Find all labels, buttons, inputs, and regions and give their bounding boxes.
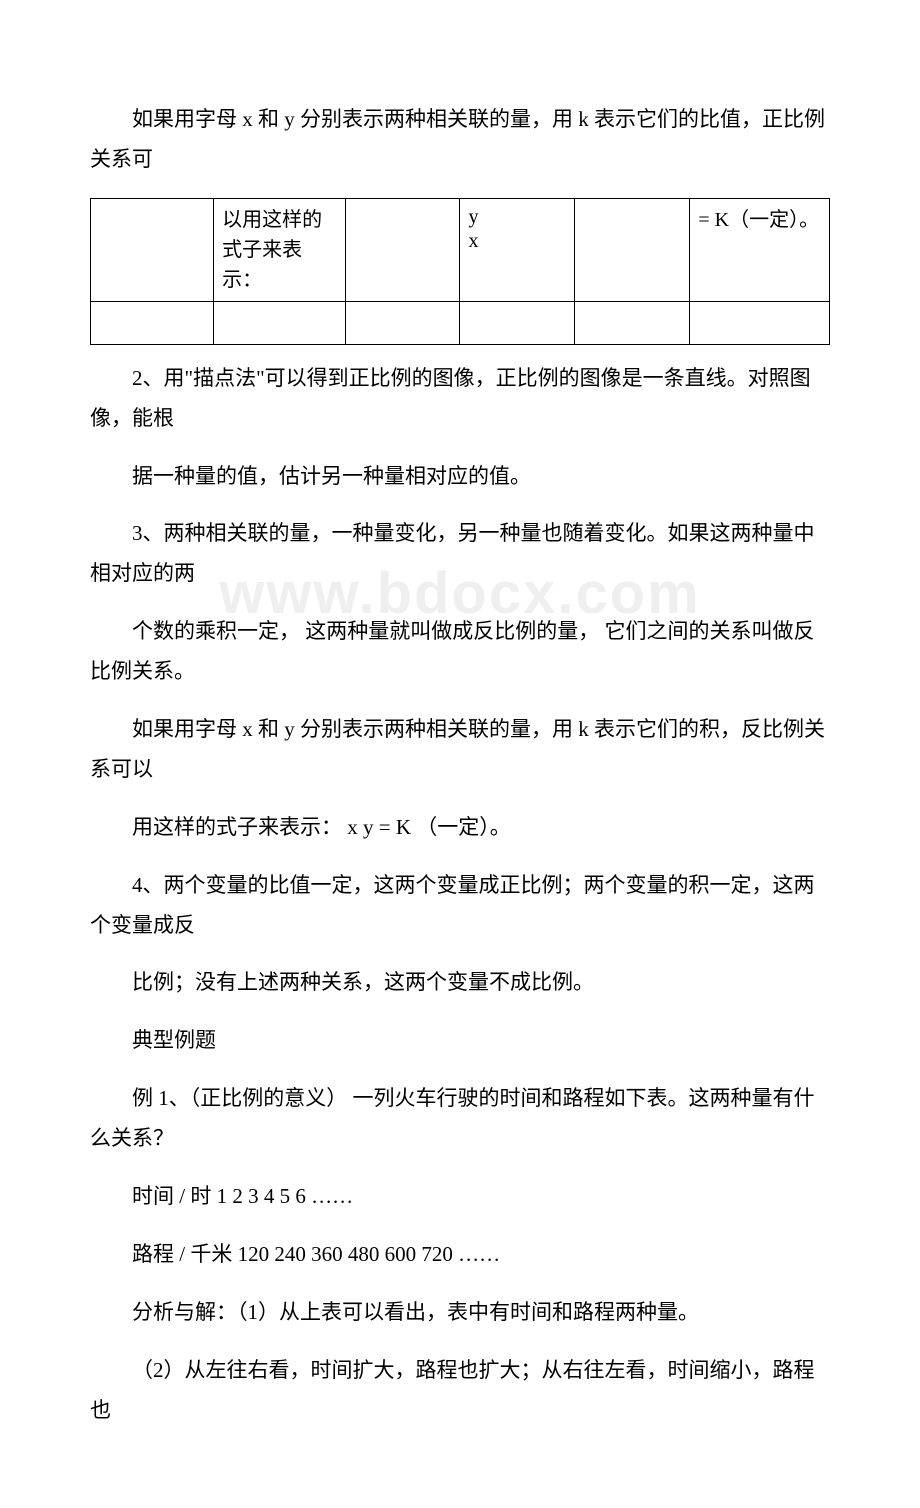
table-cell (575, 198, 690, 301)
paragraph: 据一种量的值，估计另一种量相对应的值。 (90, 457, 830, 497)
paragraph: 3、两种相关联的量，一种量变化，另一种量也随着变化。如果这两种量中相对应的两 (90, 514, 830, 594)
paragraph: 如果用字母 x 和 y 分别表示两种相关联的量，用 k 表示它们的比值，正比例关… (90, 100, 830, 180)
table-cell (91, 198, 214, 301)
paragraph: （2）从左往右看，时间扩大，路程也扩大；从右往左看，时间缩小，路程也 (90, 1351, 830, 1431)
paragraph: 时间 / 时 1 2 3 4 5 6 …… (90, 1177, 830, 1217)
paragraph: 例 1、（正比例的意义） 一列火车行驶的时间和路程如下表。这两种量有什么关系？ (90, 1079, 830, 1159)
paragraph: 比例；没有上述两种关系，这两个变量不成比例。 (90, 963, 830, 1003)
fraction-numerator: y (468, 205, 478, 229)
paragraph: 个数的乘积一定， 这两种量就叫做成反比例的量， 它们之间的关系叫做反比例关系。 (90, 612, 830, 692)
paragraph: 用这样的式子来表示： x y = K （一定）。 (90, 808, 830, 848)
formula-table: 以用这样的式子来表示： y x = K（一定）。 (90, 198, 830, 345)
paragraph: 如果用字母 x 和 y 分别表示两种相关联的量，用 k 表示它们的积，反比例关系… (90, 710, 830, 790)
table-cell (460, 301, 575, 344)
table-cell (345, 198, 460, 301)
paragraph: 典型例题 (90, 1021, 830, 1061)
table-cell (690, 301, 830, 344)
table-cell (575, 301, 690, 344)
fraction-denominator: x (468, 229, 478, 253)
fraction: y x (468, 205, 478, 253)
paragraph: 4、两个变量的比值一定，这两个变量成正比例；两个变量的积一定，这两个变量成反 (90, 866, 830, 946)
table-cell: 以用这样的式子来表示： (214, 198, 345, 301)
document-body: 如果用字母 x 和 y 分别表示两种相关联的量，用 k 表示它们的比值，正比例关… (90, 100, 830, 1430)
table-cell (91, 301, 214, 344)
table-cell: y x (460, 198, 575, 301)
paragraph: 路程 / 千米 120 240 360 480 600 720 …… (90, 1235, 830, 1275)
table-row: 以用这样的式子来表示： y x = K（一定）。 (91, 198, 830, 301)
table-cell: = K（一定）。 (690, 198, 830, 301)
table-cell (345, 301, 460, 344)
paragraph: 分析与解：（1）从上表可以看出，表中有时间和路程两种量。 (90, 1293, 830, 1333)
table-row (91, 301, 830, 344)
paragraph: 2、用"描点法"可以得到正比例的图像，正比例的图像是一条直线。对照图像，能根 (90, 359, 830, 439)
table-cell (214, 301, 345, 344)
